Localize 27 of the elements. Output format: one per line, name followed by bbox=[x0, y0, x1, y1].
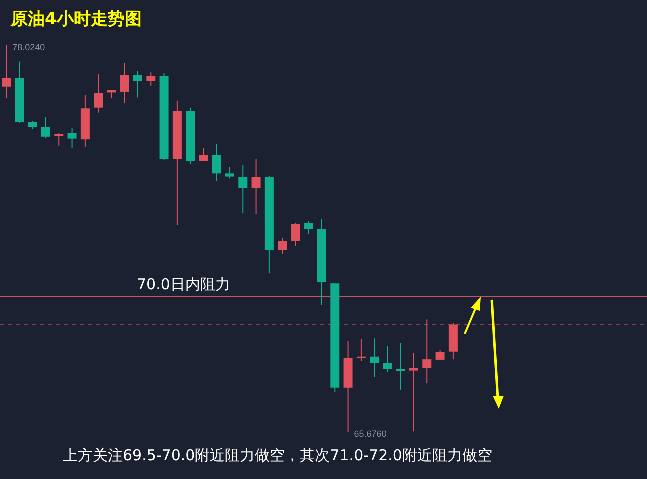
candlestick bbox=[422, 319, 432, 384]
candlestick bbox=[68, 128, 77, 150]
candlestick bbox=[410, 352, 418, 432]
candlestick bbox=[238, 164, 248, 214]
candlestick bbox=[436, 350, 445, 360]
candlestick bbox=[226, 166, 234, 180]
candlestick bbox=[212, 144, 222, 182]
candlestick bbox=[370, 338, 380, 378]
candlestick bbox=[94, 74, 104, 114]
candlestick bbox=[291, 222, 300, 247]
candlestick bbox=[42, 117, 50, 139]
candlestick bbox=[252, 158, 261, 215]
candlestick bbox=[120, 62, 130, 104]
candlestick bbox=[383, 346, 392, 372]
candlestick bbox=[356, 338, 366, 362]
candlestick bbox=[278, 238, 288, 255]
text: 上方关注69.5-70.0附近阻力做空，其次71.0-72.0附近阻力做空 bbox=[63, 446, 492, 464]
annotation: 78.0240 bbox=[12, 42, 46, 53]
annotation: 65.6760 bbox=[354, 428, 387, 439]
ref-line-label: 70.0日内阻力 bbox=[137, 275, 230, 294]
candlestick bbox=[146, 72, 156, 87]
candlestick bbox=[199, 148, 208, 162]
chart-title: 原油4小时走势图 bbox=[10, 10, 142, 30]
candlestick bbox=[54, 132, 64, 146]
candlestick bbox=[134, 70, 142, 98]
candlestick bbox=[304, 220, 314, 235]
candlestick bbox=[2, 44, 12, 99]
